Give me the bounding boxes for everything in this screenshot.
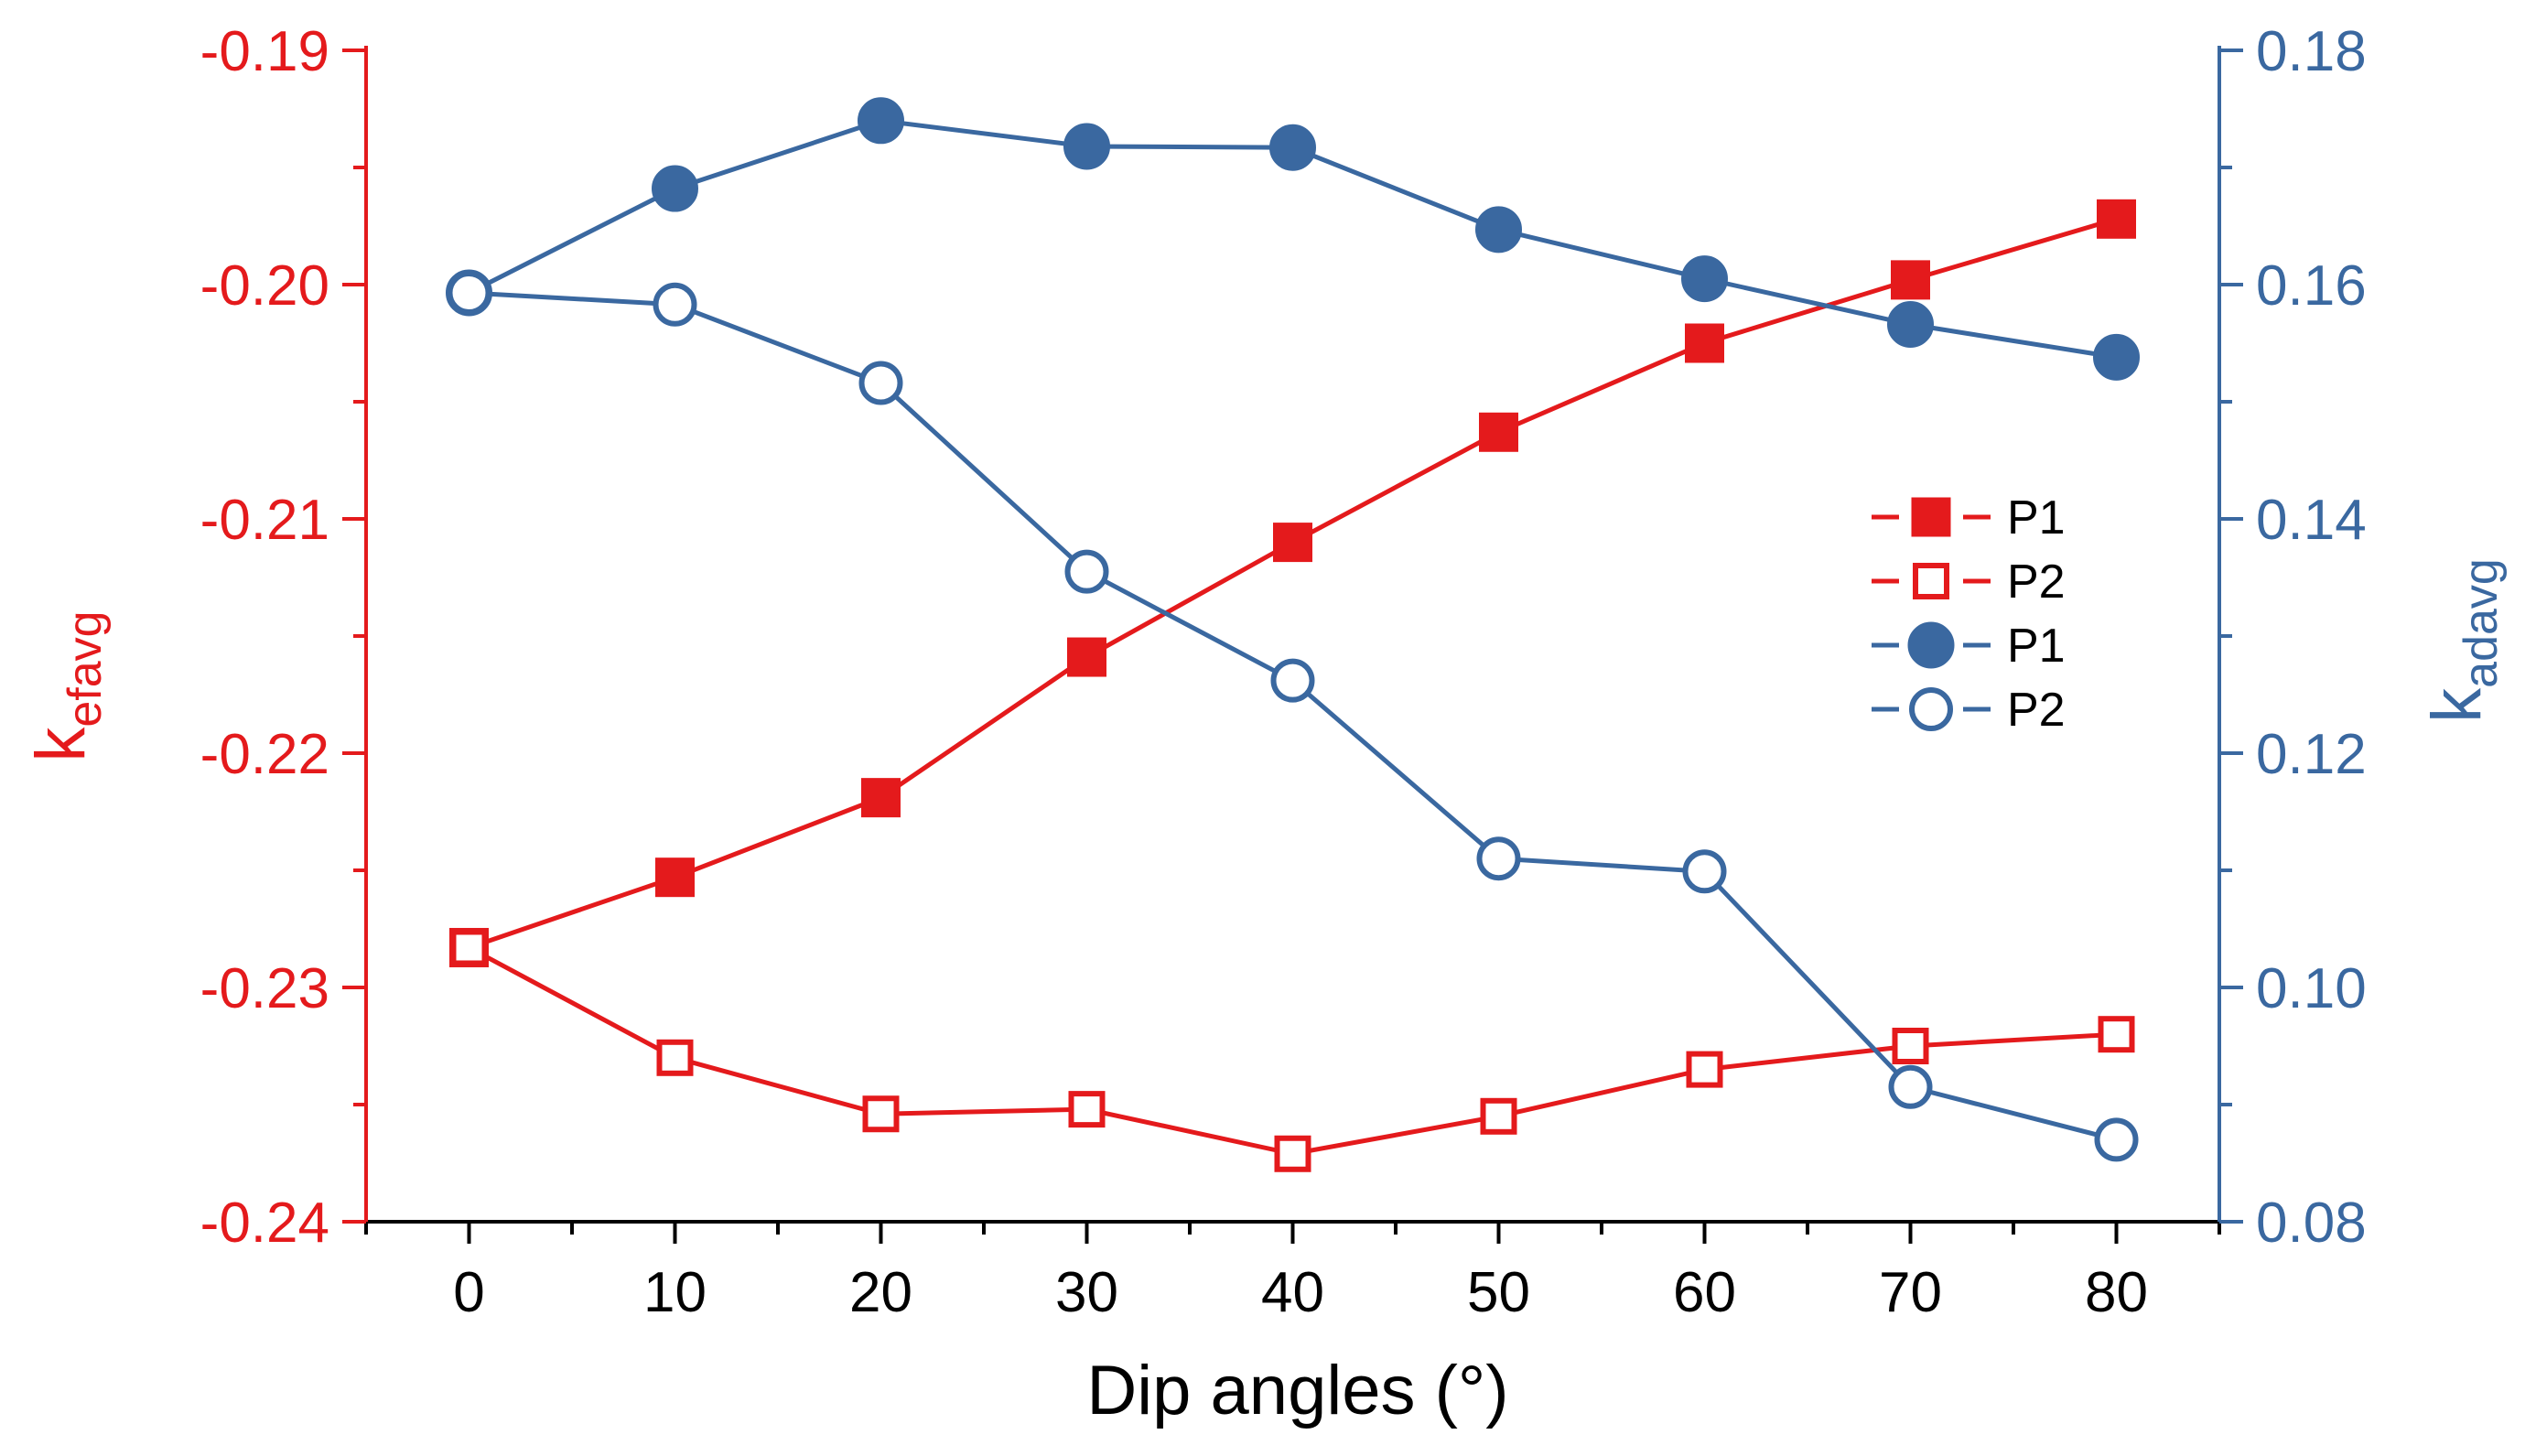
- data-point: [1480, 1097, 1517, 1135]
- data-point: [1475, 206, 1522, 253]
- data-point: [1476, 836, 1521, 881]
- legend-entry: P1: [1872, 620, 2066, 673]
- y-left-tick-label: -0.22: [200, 723, 329, 786]
- data-point: [1892, 1028, 1929, 1064]
- data-point: [2097, 199, 2136, 239]
- y-left-tick-label: -0.24: [200, 1192, 329, 1255]
- series-square-filled-p1: [449, 199, 2136, 967]
- y-axis-left-label: kefavg: [22, 610, 112, 761]
- series-circle-open-p2: [447, 270, 2139, 1162]
- data-point: [1685, 323, 1724, 363]
- legend-marker: [1913, 563, 1949, 599]
- data-point: [2093, 333, 2140, 381]
- data-point: [861, 778, 901, 818]
- data-point: [655, 857, 695, 898]
- series-line: [468, 945, 2117, 1157]
- x-tick-label: 60: [1673, 1261, 1736, 1324]
- y-left-tick-label: -0.20: [200, 254, 329, 318]
- x-tick-label: 10: [643, 1261, 707, 1324]
- data-point: [2098, 1016, 2135, 1053]
- data-point: [447, 270, 491, 315]
- series-line: [468, 216, 2118, 950]
- data-point: [1269, 124, 1316, 171]
- y-right-tick-label: 0.18: [2256, 20, 2367, 83]
- data-point: [2094, 1117, 2139, 1162]
- x-tick-label: 80: [2085, 1261, 2148, 1324]
- y-axis-right-label-base: k: [2418, 687, 2496, 723]
- data-point: [653, 282, 697, 327]
- x-tick-label: 20: [849, 1261, 912, 1324]
- x-tick-label: 50: [1467, 1261, 1530, 1324]
- data-point: [1068, 1091, 1106, 1128]
- data-point: [1273, 523, 1312, 563]
- data-point: [1064, 549, 1109, 594]
- data-point: [1479, 412, 1518, 452]
- y-left-tick-label: -0.19: [200, 20, 329, 83]
- series-square-open-p2: [450, 929, 2135, 1172]
- legend-label: P2: [2007, 555, 2066, 609]
- legend-label: P1: [2007, 491, 2066, 545]
- series-line: [469, 290, 2118, 1142]
- legend: P1 P2 P1 P2: [1872, 491, 2066, 737]
- legend-label: P1: [2007, 620, 2066, 673]
- data-point: [862, 1095, 900, 1133]
- y-right-tick-label: 0.16: [2256, 254, 2367, 318]
- y-right-tick-label: 0.10: [2256, 957, 2367, 1020]
- y-left-tick-label: -0.23: [200, 957, 329, 1020]
- series-circle-filled-p1: [446, 97, 2140, 381]
- data-point: [1067, 637, 1106, 677]
- data-point: [1887, 301, 1934, 349]
- axes-group: 0 10 20 30 40 50 60 70 80 -0.24 -0.23 -0.22 -0.21 -0.…: [200, 20, 2367, 1324]
- legend-marker: [1907, 621, 1955, 669]
- legend-entry: P1: [1872, 491, 2066, 545]
- legend-marker: [1911, 497, 1951, 537]
- data-point: [858, 97, 904, 145]
- legend-label: P2: [2007, 684, 2066, 737]
- data-point: [450, 929, 488, 966]
- y-axis-left-label-sub: efavg: [59, 610, 112, 727]
- x-tick-label: 0: [453, 1261, 484, 1324]
- data-point: [1270, 658, 1315, 703]
- x-tick-label: 70: [1879, 1261, 1942, 1324]
- y-right-tick-label: 0.12: [2256, 723, 2367, 786]
- data-point: [1681, 255, 1728, 303]
- y-left-tick-label: -0.21: [200, 489, 329, 552]
- data-point: [656, 1039, 694, 1076]
- data-point: [858, 361, 903, 405]
- x-axis-label: Dip angles (°): [1086, 1352, 1508, 1429]
- legend-marker: [1909, 687, 1953, 731]
- legend-entry: P2: [1872, 684, 2066, 737]
- legend-entry: P2: [1872, 555, 2066, 609]
- data-point: [1682, 849, 1727, 894]
- y-right-tick-label: 0.14: [2256, 489, 2367, 552]
- data-point: [1274, 1135, 1311, 1172]
- y-axis-left-label-base: k: [22, 727, 100, 762]
- data-point: [1686, 1051, 1723, 1088]
- y-right-tick-label: 0.08: [2256, 1192, 2367, 1255]
- data-point: [652, 165, 698, 212]
- data-point: [1063, 123, 1110, 170]
- data-point: [1891, 260, 1930, 300]
- y-axis-right-label: kadavg: [2418, 558, 2508, 723]
- series-group: [446, 97, 2140, 1172]
- x-tick-label: 30: [1055, 1261, 1118, 1324]
- data-point: [1888, 1064, 1933, 1109]
- x-tick-label: 40: [1261, 1261, 1324, 1324]
- y-axis-right-label-sub: adavg: [2455, 558, 2508, 688]
